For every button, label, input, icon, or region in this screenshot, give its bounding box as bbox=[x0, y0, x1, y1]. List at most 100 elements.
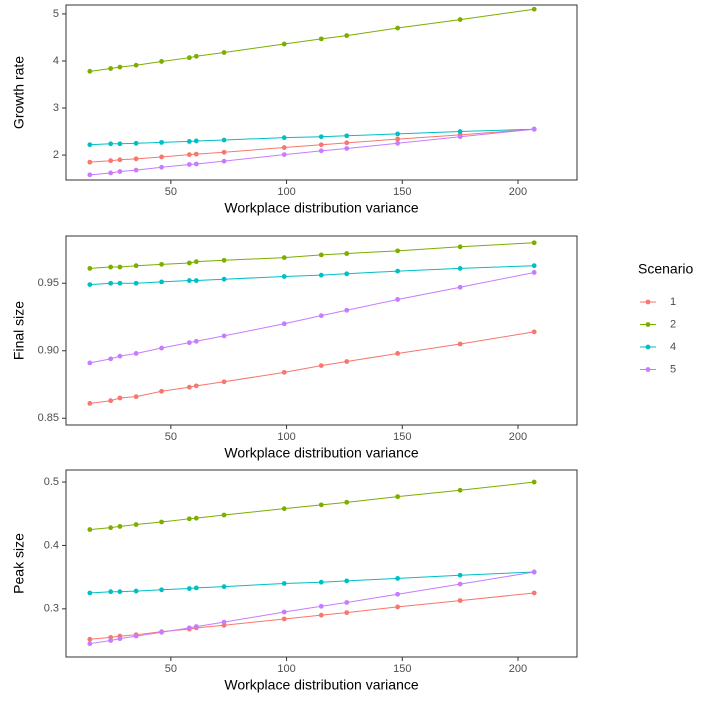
data-point bbox=[395, 131, 401, 137]
data-point bbox=[87, 590, 93, 596]
data-point bbox=[87, 172, 93, 178]
data-point bbox=[193, 259, 199, 265]
legend-title: Scenario bbox=[638, 261, 693, 277]
data-point bbox=[159, 587, 164, 593]
series-line bbox=[89, 242, 535, 269]
data-point bbox=[457, 572, 463, 578]
data-point bbox=[193, 515, 199, 521]
data-point bbox=[108, 158, 114, 164]
x-tick-label: 50 bbox=[165, 663, 177, 675]
data-point bbox=[108, 66, 114, 71]
data-point bbox=[108, 398, 114, 404]
data-point bbox=[395, 140, 401, 146]
data-point bbox=[186, 340, 192, 346]
data-point bbox=[395, 591, 401, 597]
y-tick-label: 4 bbox=[53, 55, 59, 67]
data-point bbox=[87, 401, 93, 406]
data-point bbox=[221, 276, 227, 282]
data-point bbox=[133, 167, 139, 173]
data-point bbox=[87, 641, 93, 647]
legend-key-point bbox=[645, 322, 651, 327]
data-point bbox=[159, 519, 164, 525]
data-point bbox=[117, 141, 123, 147]
data-point bbox=[87, 142, 93, 148]
data-point bbox=[281, 255, 287, 260]
data-point bbox=[318, 272, 324, 278]
panel-border bbox=[65, 235, 578, 426]
series-line bbox=[89, 8, 535, 72]
legend-key-point bbox=[645, 367, 651, 372]
data-point bbox=[133, 633, 139, 639]
data-point bbox=[281, 152, 287, 157]
data-point bbox=[281, 609, 287, 615]
data-point bbox=[159, 164, 164, 170]
y-tick-label: 0.3 bbox=[44, 603, 59, 615]
x-tick-label: 50 bbox=[165, 431, 177, 443]
data-point bbox=[133, 263, 139, 269]
data-point bbox=[457, 244, 463, 250]
series-line bbox=[89, 128, 535, 176]
x-tick-label: 100 bbox=[277, 186, 295, 198]
data-point bbox=[531, 240, 537, 246]
data-point bbox=[108, 280, 114, 286]
data-point bbox=[133, 140, 139, 146]
data-point bbox=[193, 53, 199, 59]
data-point bbox=[344, 133, 350, 139]
data-point bbox=[318, 36, 324, 42]
data-point bbox=[221, 379, 227, 385]
data-point bbox=[108, 525, 114, 531]
data-point bbox=[395, 604, 401, 610]
series-line bbox=[89, 265, 535, 286]
data-point bbox=[395, 248, 401, 254]
y-axis-title: Growth rate bbox=[11, 56, 27, 129]
data-point bbox=[281, 274, 287, 279]
data-point bbox=[186, 139, 192, 144]
data-point bbox=[281, 506, 287, 512]
data-point bbox=[344, 359, 350, 364]
data-point bbox=[281, 369, 287, 375]
data-point bbox=[281, 321, 287, 327]
series-line bbox=[89, 481, 535, 531]
legend-key-point bbox=[645, 344, 651, 350]
x-tick-label: 200 bbox=[509, 431, 527, 443]
data-point bbox=[87, 527, 93, 532]
x-tick-label: 200 bbox=[509, 186, 527, 198]
data-point bbox=[395, 575, 401, 581]
data-point bbox=[186, 162, 192, 167]
data-point bbox=[117, 169, 123, 174]
data-point bbox=[531, 270, 537, 275]
data-point bbox=[87, 282, 93, 287]
data-point bbox=[133, 588, 139, 594]
series-line bbox=[89, 571, 535, 594]
x-tick-label: 200 bbox=[509, 663, 527, 675]
data-point bbox=[108, 589, 114, 595]
data-point bbox=[531, 263, 537, 269]
data-point bbox=[87, 159, 93, 165]
series-line bbox=[89, 571, 535, 645]
data-point bbox=[186, 260, 192, 266]
data-point bbox=[159, 345, 164, 351]
data-point bbox=[318, 363, 324, 368]
data-point bbox=[186, 278, 192, 283]
data-point bbox=[133, 522, 139, 527]
data-point bbox=[457, 487, 463, 493]
data-point bbox=[344, 610, 350, 616]
x-tick-label: 150 bbox=[393, 663, 411, 675]
legend-label: 1 bbox=[670, 296, 676, 308]
data-point bbox=[531, 126, 537, 132]
data-point bbox=[159, 139, 164, 145]
y-tick-label: 0.5 bbox=[44, 476, 59, 488]
data-point bbox=[159, 261, 164, 267]
data-point bbox=[117, 280, 123, 286]
legend-label: 2 bbox=[670, 318, 676, 330]
data-point bbox=[133, 156, 139, 162]
data-point bbox=[318, 252, 324, 258]
data-point bbox=[117, 157, 123, 163]
data-point bbox=[108, 356, 114, 362]
y-axis-title: Final size bbox=[11, 301, 27, 360]
data-point bbox=[318, 148, 324, 154]
data-point bbox=[186, 152, 192, 157]
data-point bbox=[159, 629, 164, 635]
data-point bbox=[221, 512, 227, 518]
data-point bbox=[457, 266, 463, 271]
